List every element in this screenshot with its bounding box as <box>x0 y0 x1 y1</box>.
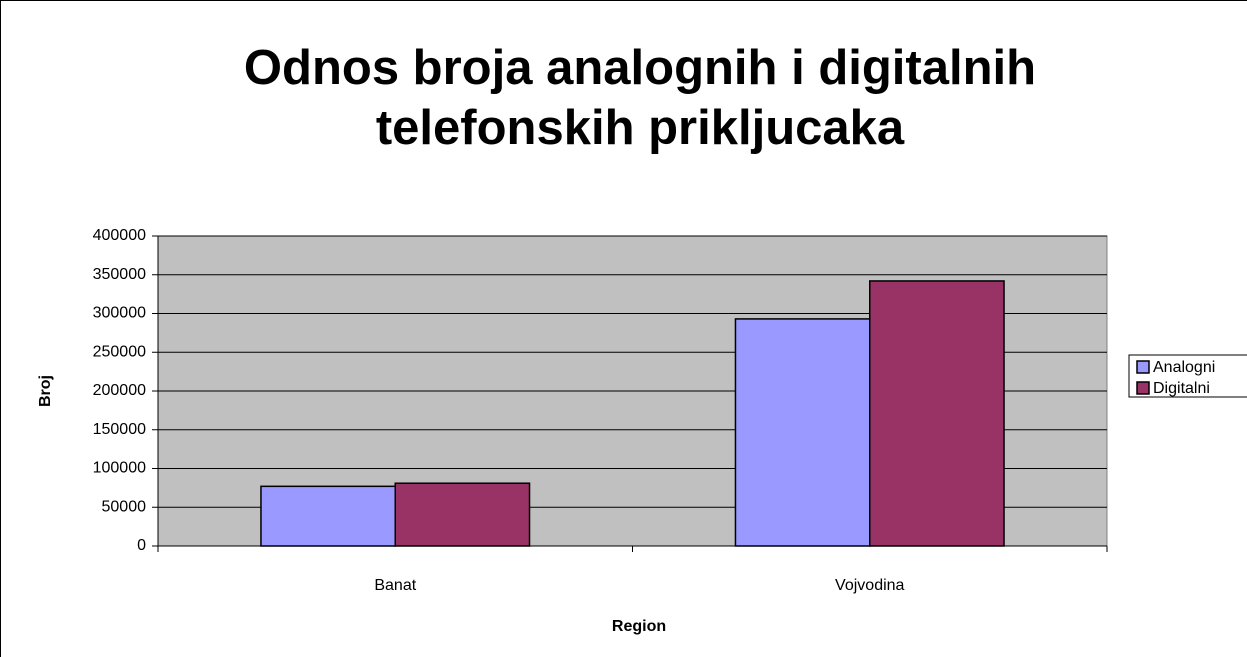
x-axis-label: Region <box>612 618 666 635</box>
y-tick-label: 300000 <box>93 305 146 322</box>
y-tick-label: 100000 <box>93 460 146 477</box>
bar <box>260 485 396 547</box>
y-tick-label: 0 <box>137 537 146 554</box>
bar <box>394 482 531 547</box>
y-tick-label: 150000 <box>93 421 146 438</box>
y-tick-label: 350000 <box>93 266 146 283</box>
chart-title: Odnos broja analognih i digitalnih telef… <box>243 41 1037 155</box>
y-tick-label: 50000 <box>102 498 147 515</box>
bar <box>869 280 1005 547</box>
legend-label: Analogni <box>1153 359 1215 376</box>
y-axis-label: Broj <box>37 375 54 407</box>
y-tick-label: 400000 <box>93 227 146 244</box>
x-tick-label: Banat <box>374 577 416 594</box>
legend-label: Digitalni <box>1153 380 1210 397</box>
legend-swatch <box>1136 360 1150 374</box>
y-tick-label: 200000 <box>93 382 146 399</box>
x-tick-label: Vojvodina <box>835 577 904 594</box>
legend-swatch <box>1136 381 1150 395</box>
y-tick-label: 250000 <box>93 343 146 360</box>
bar <box>734 318 871 547</box>
